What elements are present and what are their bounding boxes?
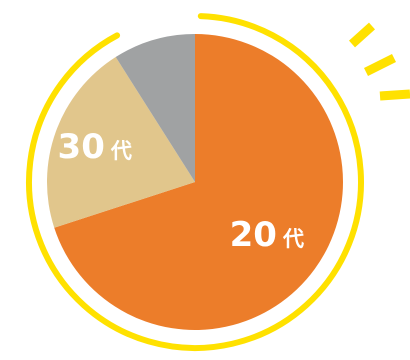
pie-slice-30 [46, 57, 196, 228]
slice-label-20: 20 代 [230, 215, 304, 255]
burst-line [348, 22, 376, 48]
pie-slice-other [115, 34, 195, 182]
decorative-ring-arc [26, 13, 365, 351]
burst-line [379, 89, 410, 101]
slice-label-unit: 代 [110, 139, 132, 163]
slice-label-number: 30 [58, 127, 105, 167]
slice-label-number: 20 [230, 215, 277, 255]
labels-group: 20 代30 代 [58, 127, 304, 255]
pie-slice-20 [54, 34, 343, 331]
slices-group [46, 34, 343, 331]
slice-label-unit: 代 [282, 227, 304, 251]
burst-lines-decoration [348, 22, 410, 101]
slice-label-30: 30 代 [58, 127, 132, 167]
burst-line [363, 53, 397, 77]
